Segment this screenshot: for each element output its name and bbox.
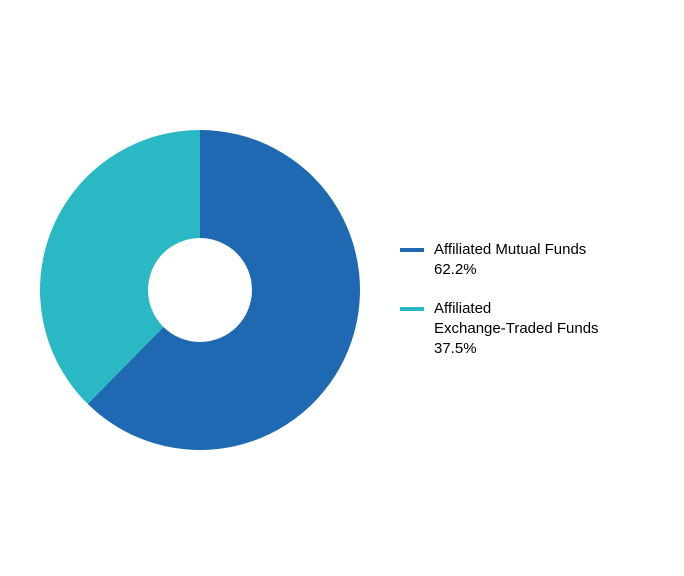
legend-text-1-line1: Exchange-Traded Funds (434, 319, 599, 339)
legend: Affiliated Mutual Funds62.2% AffiliatedEx… (400, 240, 599, 377)
legend-item-0: Affiliated Mutual Funds62.2% (400, 240, 599, 281)
legend-item-1: AffiliatedExchange-Traded Funds37.5% (400, 299, 599, 360)
legend-text-1: AffiliatedExchange-Traded Funds37.5% (434, 299, 599, 360)
legend-text-0-line1: 62.2% (434, 260, 586, 280)
chart-container: Affiliated Mutual Funds62.2% AffiliatedEx… (0, 0, 684, 576)
legend-text-1-line2: 37.5% (434, 339, 599, 359)
donut-hole (148, 238, 252, 342)
legend-swatch-0 (400, 248, 424, 252)
legend-text-1-line0: Affiliated (434, 299, 599, 319)
legend-text-0: Affiliated Mutual Funds62.2% (434, 240, 586, 281)
legend-swatch-1 (400, 307, 424, 311)
legend-text-0-line0: Affiliated Mutual Funds (434, 240, 586, 260)
